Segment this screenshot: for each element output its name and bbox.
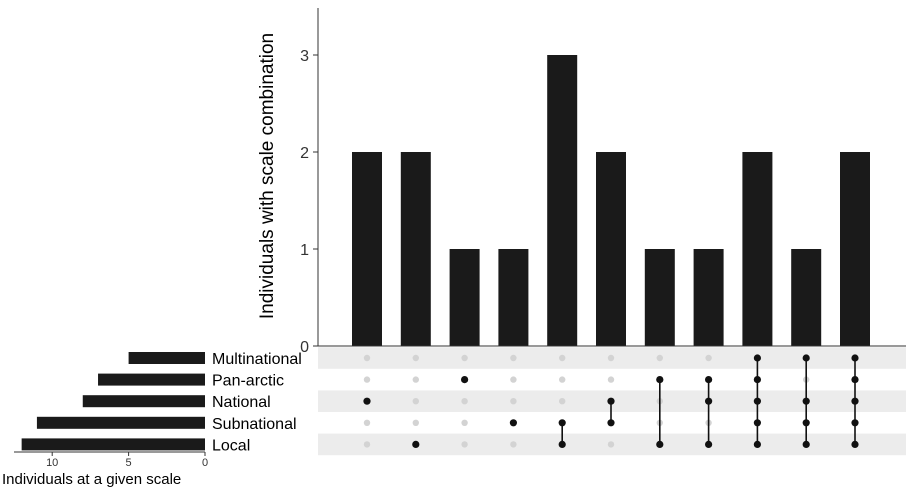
intersection-bar — [352, 152, 382, 346]
matrix-dot-inactive — [559, 398, 566, 405]
set-size-bars — [21, 352, 205, 451]
y-tick-label: 2 — [300, 145, 309, 162]
membership-matrix — [363, 354, 859, 448]
set-label: National — [212, 394, 271, 411]
matrix-dot-inactive — [559, 354, 566, 362]
matrix-dot-inactive — [705, 354, 712, 362]
intersection-bar — [498, 249, 529, 346]
intersection-bar — [840, 152, 870, 346]
set-size-tick-label: 10 — [46, 457, 58, 469]
matrix-dot-inactive — [607, 354, 615, 362]
intersection-bar — [791, 249, 822, 346]
matrix-dot-inactive — [461, 354, 468, 362]
y-tick-label: 1 — [300, 242, 309, 259]
intersection-bar — [644, 249, 675, 346]
set-size-bar — [36, 416, 205, 429]
set-label: Pan-arctic — [212, 373, 284, 390]
matrix-dot-inactive — [510, 441, 517, 448]
matrix-dot-inactive — [510, 398, 517, 405]
intersection-bar — [596, 152, 626, 346]
matrix-dot-active — [412, 440, 420, 448]
matrix-dot-inactive — [461, 419, 468, 426]
matrix-dot-inactive — [363, 354, 371, 362]
set-label: Local — [212, 437, 250, 454]
matrix-dot-inactive — [559, 376, 566, 383]
set-label: Subnational — [212, 416, 297, 433]
matrix-dot-inactive — [461, 398, 468, 405]
matrix-dot-inactive — [656, 354, 663, 362]
matrix-dot-active — [363, 397, 371, 405]
set-size-tick-label: 5 — [126, 457, 132, 469]
set-size-bar — [21, 438, 205, 451]
y-axis-title: Individuals with scale combination — [257, 33, 278, 319]
intersection-bar — [547, 55, 578, 346]
matrix-dot-inactive — [510, 376, 517, 383]
matrix-dot-inactive — [510, 354, 517, 362]
matrix-dot-inactive — [412, 376, 419, 383]
matrix-dot-inactive — [363, 419, 371, 426]
y-tick-label: 3 — [300, 48, 309, 65]
matrix-dot-inactive — [607, 376, 615, 383]
set-size-tick-label: 0 — [202, 457, 208, 469]
matrix-dot-inactive — [461, 441, 468, 448]
matrix-dot-active — [509, 419, 517, 427]
matrix-dot-inactive — [412, 419, 419, 426]
intersection-bar — [449, 249, 480, 346]
set-size-bar — [82, 395, 205, 408]
set-label: Multinational — [212, 351, 302, 368]
matrix-dot-inactive — [363, 376, 371, 383]
labels: Individuals with scale combination Multin… — [2, 33, 302, 488]
matrix-dot-inactive — [412, 398, 419, 405]
matrix-dot-inactive — [607, 441, 615, 448]
matrix-dot-inactive — [412, 354, 419, 362]
set-size-bar — [98, 373, 205, 386]
matrix-dot-inactive — [363, 441, 371, 448]
intersection-bar — [693, 249, 724, 346]
intersection-bar — [742, 152, 773, 346]
intersection-bars — [352, 55, 870, 346]
set-size-bar — [128, 352, 205, 364]
set-size-axis-title: Individuals at a given scale — [2, 471, 181, 488]
axes: 0 1 2 3 10 5 0 — [14, 8, 906, 469]
matrix-dot-active — [461, 376, 469, 384]
intersection-bar — [400, 152, 431, 346]
y-tick-label: 0 — [300, 339, 309, 356]
